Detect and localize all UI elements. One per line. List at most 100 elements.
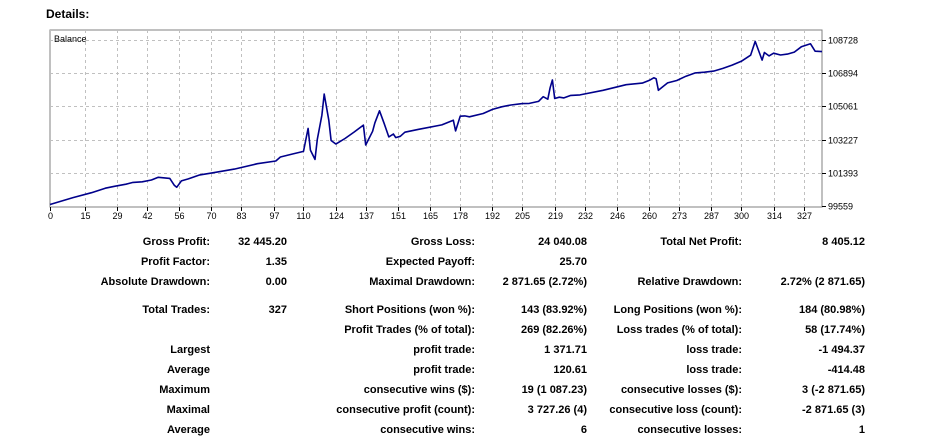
x-tick-label: 260 [642,211,657,221]
x-tick-label: 192 [485,211,500,221]
x-tick-label: 56 [174,211,184,221]
loss-trades-value: 58 (17.74%) [805,324,865,336]
x-tick-label: 124 [329,211,344,221]
y-tick-label: 99559 [828,202,853,212]
x-tick-label: 151 [391,211,406,221]
stats-row: Absolute Drawdown: 0.00 Maximal Drawdown… [40,272,865,292]
chart-title: Balance [54,34,87,44]
average-loss-value: -414.48 [827,364,865,376]
short-positions-value: 143 (83.92%) [520,304,587,316]
total-trades-label: Total Trades: [142,304,210,316]
x-tick-label: 273 [672,211,687,221]
maximal-consecutive-loss-value: -2 871.65 (3) [802,404,865,416]
x-tick-label: 110 [296,211,310,221]
y-axis: 108728 106894 105061 103227 101393 99559 [822,36,858,212]
expected-payoff-value: 25.70 [559,256,587,268]
stats-row: Maximum consecutive wins ($): 19 (1 087.… [40,380,865,400]
maximal-consecutive-profit-value: 3 727.26 (4) [527,404,587,416]
y-tick-label: 103227 [828,136,858,146]
chart-plot-area [49,29,823,208]
expected-payoff-label: Expected Payoff: [385,256,475,268]
profit-factor-label: Profit Factor: [140,256,210,268]
stats-row: Profit Factor: 1.35 Expected Payoff: 25.… [40,252,865,272]
short-positions-label: Short Positions (won %): [344,304,475,316]
balance-series-line [49,40,823,206]
x-axis: 0 15 29 42 56 70 83 97 110 124 137 151 165 178 192 205 2… [48,207,812,221]
max-consecutive-losses-value: 3 (-2 871.65) [802,384,865,396]
loss-trades-label: Loss trades (% of total): [616,324,742,336]
gross-loss-label: Gross Loss: [410,236,475,248]
avg-consecutive-wins-value: 6 [580,424,587,436]
balance-chart: Balance 108728 106894 105061 103227 101393 99… [48,29,858,221]
stats-row: Total Trades: 327 Short Positions (won %… [40,300,865,320]
y-tick-label: 108728 [828,36,858,46]
stats-row: Average consecutive wins: 6 consecutive … [40,420,865,440]
max-consecutive-losses-label: consecutive losses ($): [620,384,742,396]
x-tick-label: 232 [578,211,593,221]
x-tick-label: 314 [767,211,782,221]
long-positions-label: Long Positions (won %): [613,304,742,316]
stats-row: Maximal consecutive profit (count): 3 72… [40,400,865,420]
x-tick-label: 42 [142,211,152,221]
y-tick-label: 106894 [828,69,858,79]
x-tick-label: 300 [734,211,749,221]
stats-row: Average profit trade: 120.61 loss trade:… [40,360,865,380]
x-tick-label: 97 [269,211,279,221]
y-tick-label: 101393 [828,169,858,179]
average-loss-label: loss trade: [686,364,742,376]
stats-row: Largest profit trade: 1 371.71 loss trad… [40,340,865,360]
profit-trades-value: 269 (82.26%) [520,324,587,336]
relative-drawdown-label: Relative Drawdown: [637,276,742,288]
stats-row: Profit Trades (% of total): 269 (82.26%)… [40,320,865,340]
relative-drawdown-value: 2.72% (2 871.65) [780,276,865,288]
x-tick-label: 165 [423,211,438,221]
details-heading: Details: [46,7,90,21]
largest-profit-value: 1 371.71 [544,344,587,356]
maximal-drawdown-label: Maximal Drawdown: [369,276,475,288]
x-tick-label: 178 [453,211,468,221]
absolute-drawdown-value: 0.00 [265,276,287,288]
statistics-table: Gross Profit: 32 445.20 Gross Loss: 24 0… [40,232,865,440]
avg-consecutive-losses-value: 1 [858,424,865,436]
largest-loss-label: loss trade: [686,344,742,356]
long-positions-value: 184 (80.98%) [798,304,865,316]
chart-series-layer [49,40,823,206]
average-profit-label: profit trade: [413,364,475,376]
average2-label: Average [166,424,210,436]
largest-loss-value: -1 494.37 [818,344,865,356]
max-consecutive-wins-label: consecutive wins ($): [363,384,475,396]
x-tick-label: 29 [112,211,122,221]
gross-profit-value: 32 445.20 [238,236,287,248]
y-tick-label: 105061 [828,102,858,112]
max-consecutive-wins-value: 19 (1 087.23) [521,384,587,396]
x-tick-label: 327 [797,211,812,221]
x-tick-label: 287 [704,211,719,221]
net-profit-value: 8 405.12 [822,236,865,248]
x-tick-label: 0 [48,211,53,221]
maximal-drawdown-value: 2 871.65 (2.72%) [502,276,587,288]
largest-label: Largest [170,344,210,356]
chart-grid [50,30,822,207]
maximal-label: Maximal [166,404,210,416]
x-tick-label: 70 [206,211,216,221]
maximal-consecutive-loss-label: consecutive loss (count): [609,404,742,416]
profit-factor-value: 1.35 [265,256,287,268]
x-tick-label: 205 [515,211,530,221]
gross-loss-value: 24 040.08 [538,236,587,248]
x-tick-label: 83 [236,211,246,221]
absolute-drawdown-label: Absolute Drawdown: [100,276,210,288]
total-trades-value: 327 [268,304,287,316]
x-tick-label: 137 [359,211,374,221]
x-tick-label: 15 [80,211,90,221]
stats-row: Gross Profit: 32 445.20 Gross Loss: 24 0… [40,232,865,252]
average-profit-value: 120.61 [553,364,587,376]
profit-trades-label: Profit Trades (% of total): [344,324,475,336]
largest-profit-label: profit trade: [413,344,475,356]
maximal-consecutive-profit-label: consecutive profit (count): [336,404,475,416]
net-profit-label: Total Net Profit: [660,236,742,248]
x-tick-label: 246 [610,211,625,221]
maximum-label: Maximum [159,384,210,396]
x-tick-label: 219 [548,211,563,221]
avg-consecutive-losses-label: consecutive losses: [637,424,742,436]
gross-profit-label: Gross Profit: [142,236,210,248]
